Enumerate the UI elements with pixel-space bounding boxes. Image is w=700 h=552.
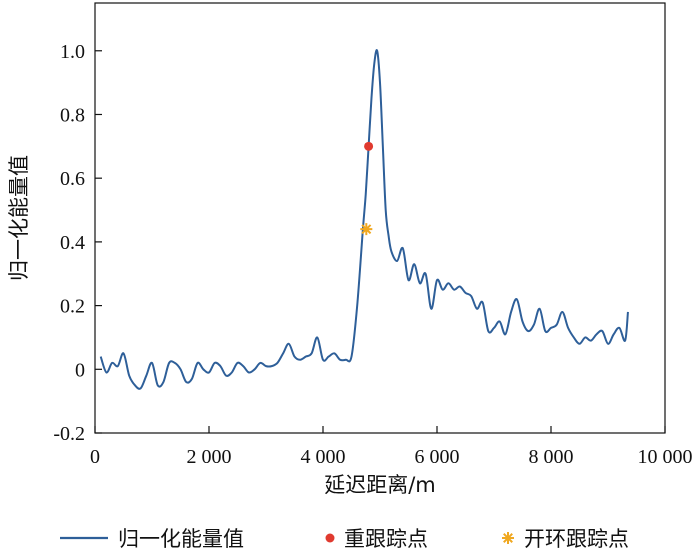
y-tick-label: 0 <box>75 359 85 381</box>
y-tick-label: 0.6 <box>60 168 85 190</box>
x-tick-label: 8 000 <box>529 446 574 468</box>
x-axis-title: 延迟距离/m <box>324 473 436 497</box>
legend-star-glyph <box>502 532 514 544</box>
x-axis: 0 2 000 4 000 6 000 8 000 10 000 <box>90 426 693 468</box>
y-axis: -0.2 0 0.2 0.4 0.6 0.8 1.0 <box>53 41 102 445</box>
plot-area-border <box>94 2 666 434</box>
legend-label-energy: 归一化能量值 <box>118 527 244 551</box>
legend: 归一化能量值 重跟踪点 开环跟踪点 <box>60 527 629 551</box>
legend-label-retrack: 重跟踪点 <box>344 527 428 551</box>
legend-marker-openloop <box>502 532 514 544</box>
y-axis-title: 归一化能量值 <box>7 155 31 281</box>
series-layer <box>99 49 629 390</box>
x-tick-label: 4 000 <box>301 446 346 468</box>
x-tick-label: 0 <box>90 446 100 468</box>
plot-frame <box>94 2 666 434</box>
x-tick-label: 10 000 <box>638 446 693 468</box>
y-tick-label: 1.0 <box>60 41 85 63</box>
x-tick-label: 2 000 <box>187 446 232 468</box>
energy-series-line <box>99 49 629 390</box>
x-tick-label: 6 000 <box>415 446 460 468</box>
marker-layer <box>360 141 374 236</box>
y-tick-label: -0.2 <box>53 423 85 445</box>
y-tick-label: 0.8 <box>60 104 85 126</box>
y-tick-label: 0.4 <box>60 232 85 254</box>
legend-marker-retrack <box>325 533 335 543</box>
y-tick-label: 0.2 <box>60 296 85 318</box>
retrack-point-marker <box>364 141 374 151</box>
openloop-point-marker <box>360 223 373 236</box>
legend-label-openloop: 开环跟踪点 <box>524 527 629 551</box>
